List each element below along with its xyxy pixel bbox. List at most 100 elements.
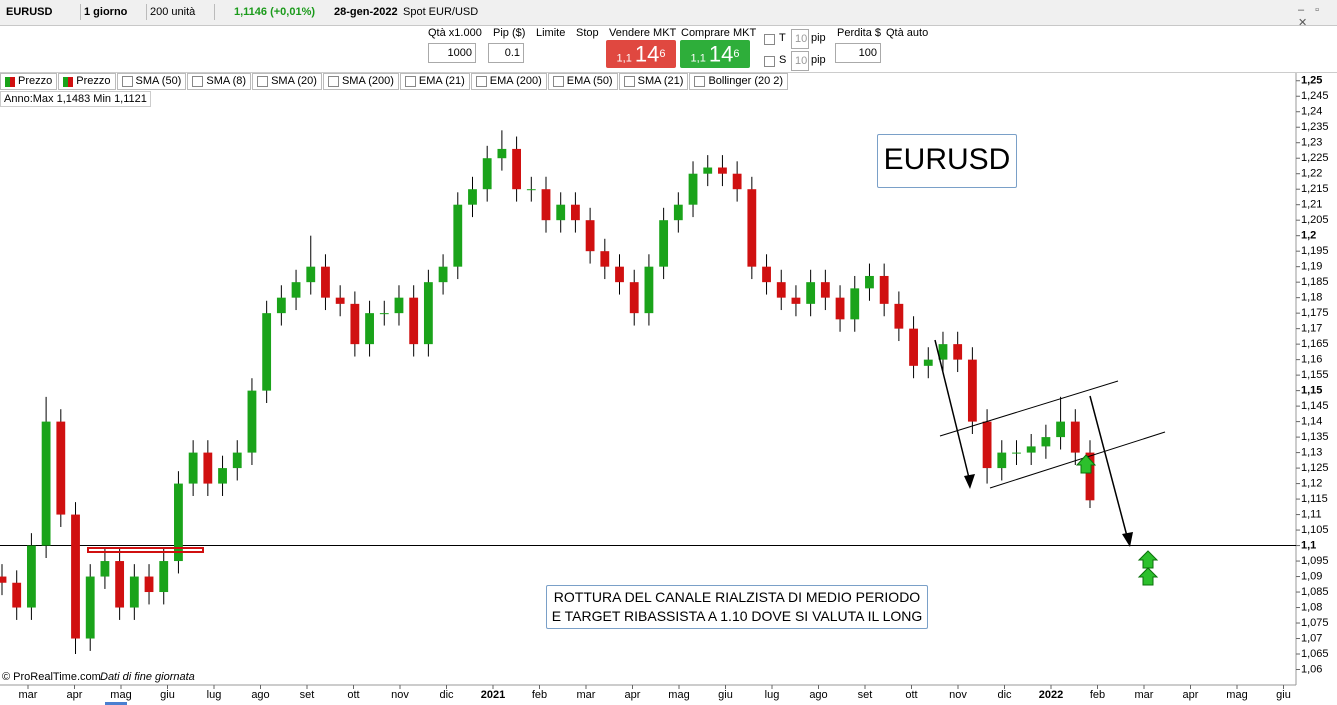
candle-body [791,297,801,304]
candle-body [718,167,727,174]
candle-body [600,251,610,267]
sell-button[interactable]: 1,1 146 [606,40,676,68]
candle-body [1041,437,1051,447]
y-tick-label: 1,15 [1301,385,1322,397]
pip-input[interactable]: 0.1 [488,43,524,63]
y-tick-label: 1,13 [1301,447,1322,459]
candle-body [409,297,419,345]
indicator[interactable]: Prezzo [58,73,116,90]
indicator[interactable]: SMA (200) [322,73,399,90]
candle-body [12,582,22,608]
candle-body [335,297,345,304]
indicator-bar: Prezzo Prezzo SMA (50) SMA (8) SMA (20) SMA (… [0,73,790,90]
loss-input[interactable]: 100 [835,43,881,63]
candle-body [585,220,595,252]
price-icon [63,76,74,87]
stop-label[interactable]: Stop [576,27,599,39]
t-check[interactable] [764,34,775,45]
x-tick-label: ott [905,689,917,701]
s-input[interactable]: 10 [791,51,809,71]
indicator[interactable]: Prezzo [0,73,58,90]
indicator[interactable]: SMA (21) [618,73,689,90]
up-arrow [1075,454,1097,474]
candle-body [174,483,183,562]
candle-body [923,359,933,366]
candle-body [71,514,80,639]
scroll-thumb [105,702,127,705]
x-tick-label: ago [809,689,827,701]
x-tick-label: lug [765,689,780,701]
x-tick-label: giu [1276,689,1291,701]
candle-body [56,421,66,515]
candle-body [497,148,507,159]
x-tick-label: apr [625,689,641,701]
candle-body [1070,421,1080,453]
y-tick-label: 1,195 [1301,245,1329,257]
sell-label: Vendere MKT [609,27,677,39]
x-tick-label: mag [1226,689,1247,701]
up-arrow [1137,567,1159,586]
candle-body [85,576,95,639]
t-input[interactable]: 10 [791,29,809,49]
indicator[interactable]: SMA (20) [252,73,322,90]
indicator[interactable]: EMA (200) [470,73,547,90]
candle-body [203,452,213,484]
candle-body [556,204,566,221]
candle-body [865,275,874,289]
checkbox [327,76,339,87]
indicator[interactable]: EMA (50) [547,73,618,90]
y-tick-label: 1,235 [1301,121,1329,133]
candle-body [41,421,51,546]
buy-button[interactable]: 1,1 146 [680,40,750,68]
qty-input[interactable]: 1000 [428,43,476,63]
candle-body [144,576,154,593]
x-tick-label: dic [997,689,1012,701]
x-tick-label: nov [949,689,967,701]
instrument: Spot EUR/USD [403,6,479,18]
window-controls[interactable]: – ▫ ✕ [1298,4,1324,29]
timeframe[interactable]: 1 giorno [80,4,147,20]
drawings [87,339,1166,586]
candle-body [762,266,771,283]
s-check[interactable] [764,56,775,67]
y-tick-label: 1,16 [1301,354,1322,366]
limit-label[interactable]: Limite [536,27,566,39]
y-tick-label: 1,21 [1301,199,1322,211]
arrow [1089,395,1129,541]
loss-label: Perdita $ [837,27,882,39]
y-tick-label: 1,06 [1301,663,1322,675]
candles [0,130,1095,655]
candle-body [0,576,7,583]
auto-label[interactable]: Qtà auto [886,27,929,39]
candle-body [394,297,404,314]
sell-small: 1,1 [616,52,632,65]
y-tick-label: 1,08 [1301,601,1322,613]
checkbox [475,76,487,87]
units[interactable]: 200 unità [146,4,215,20]
up-arrow [1137,550,1159,569]
indicator[interactable]: Bollinger (20 2) [689,73,789,90]
candle-body [629,282,639,314]
buy-big: 14 [708,41,734,67]
x-tick-label: dic [439,689,454,701]
symbol[interactable]: EURUSD [2,4,81,20]
y-tick-label: 1,18 [1301,292,1322,304]
candle-body [776,282,786,298]
candle-body [835,297,845,320]
indicator[interactable]: SMA (50) [116,73,187,90]
t-label: T [779,32,786,44]
checkbox [257,76,269,87]
copyright: © ProRealTime.com [2,671,101,683]
toolbar: EURUSD 1 giorno 200 unità 1,1146 (+0,01%… [0,0,1337,29]
y-tick-label: 1,135 [1301,431,1329,443]
channel-line [939,380,1119,437]
indicator[interactable]: EMA (21) [399,73,470,90]
candle-body [570,204,580,221]
sell-sup: 6 [659,48,666,60]
indicator-label: EMA (50) [566,75,613,87]
y-tick-label: 1,155 [1301,369,1329,381]
indicator[interactable]: SMA (8) [187,73,252,90]
candle-body [909,328,918,366]
